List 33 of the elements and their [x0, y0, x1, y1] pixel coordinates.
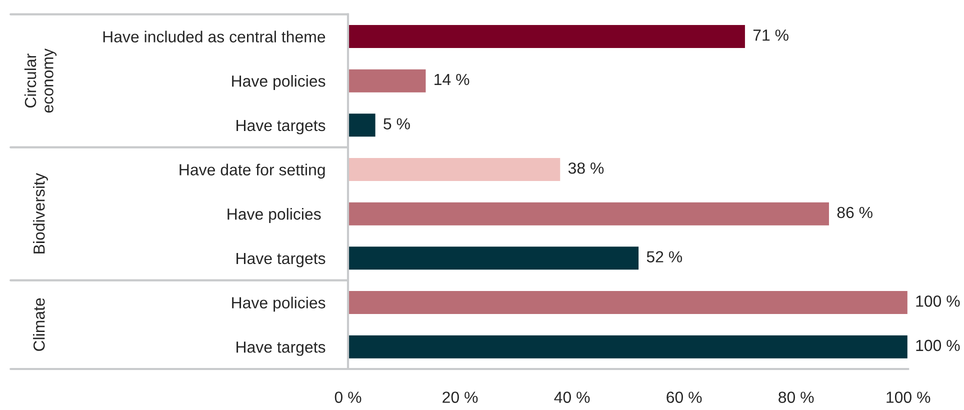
y-tick-label: Have included as central theme	[103, 30, 326, 42]
y-tick-label: Have targets	[236, 252, 326, 268]
data-label: 86 %	[837, 206, 872, 218]
text: Biodiversity	[33, 173, 48, 254]
text: Circular economy	[24, 48, 57, 113]
data-label: 14 %	[434, 74, 470, 86]
x-tick-label: 60 %	[666, 392, 702, 403]
data-label: 100 %	[916, 340, 960, 352]
bar	[348, 112, 377, 138]
x-tick-label: 40 %	[554, 392, 590, 403]
data-label: 5 %	[384, 118, 410, 130]
y-tick-label: Have policies	[228, 208, 321, 223]
x-tick-label: 100 %	[886, 392, 930, 403]
x-tick-label: 80 %	[778, 392, 814, 403]
bar	[348, 24, 746, 50]
bar	[348, 245, 640, 272]
data-label: 38 %	[568, 162, 604, 174]
data-label: 71 %	[753, 30, 788, 41]
x-tick-label: 20 %	[442, 392, 478, 403]
y-tick-label: Have policies	[232, 296, 326, 312]
x-tick-label: 0 %	[334, 392, 362, 403]
bar	[348, 156, 562, 182]
bar	[348, 334, 908, 360]
bar	[348, 290, 908, 316]
data-label: 52 %	[646, 251, 682, 262]
data-label: 100 %	[916, 295, 960, 307]
text: Climate	[33, 298, 45, 351]
y-tick-label: Have targets	[236, 120, 326, 134]
y-tick-label: Have date for setting	[180, 164, 325, 179]
bar	[348, 68, 428, 94]
y-tick-label: Have policies	[232, 75, 326, 90]
bar	[348, 200, 830, 227]
y-tick-label: Have targets	[236, 342, 326, 356]
